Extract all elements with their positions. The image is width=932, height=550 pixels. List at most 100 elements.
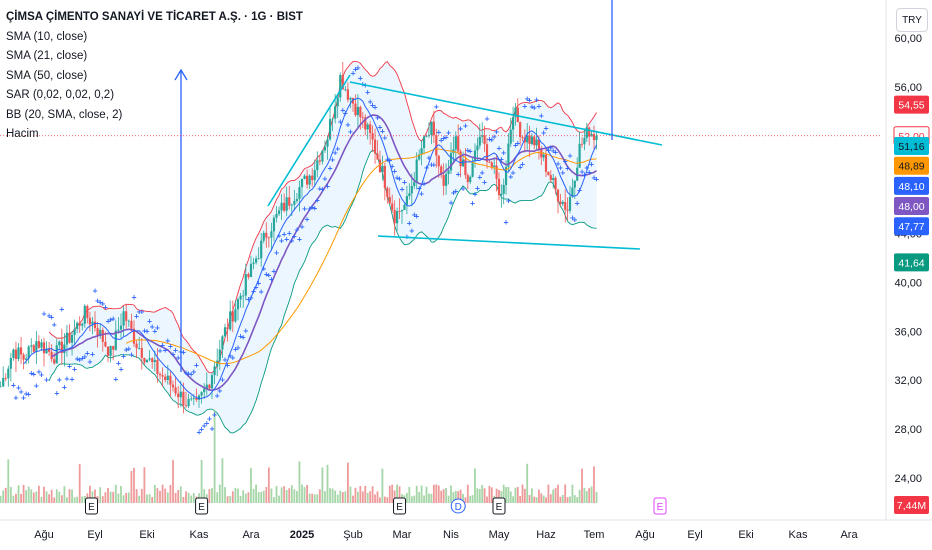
candle-body	[285, 197, 288, 211]
candle-body	[166, 375, 169, 381]
sar-point: +	[484, 115, 490, 123]
price-label-box	[894, 137, 929, 156]
volume-bar	[369, 491, 372, 503]
legend-sma21[interactable]: SMA (21, close)	[6, 50, 88, 62]
sar-point: +	[243, 327, 249, 335]
candle-body	[17, 347, 20, 360]
volume-bar	[213, 410, 216, 503]
legend-sma50[interactable]: SMA (50, close)	[6, 69, 88, 82]
volume-bar	[275, 486, 278, 503]
sar-point: +	[230, 354, 236, 362]
volume-bar	[533, 496, 536, 503]
sar-point: +	[586, 168, 592, 176]
legend-sma10[interactable]: SMA (10, close)	[6, 30, 88, 43]
candle-body	[512, 117, 515, 130]
candle-body	[88, 317, 91, 325]
price-label-text: 48,00	[898, 201, 924, 213]
volume-bar	[415, 485, 418, 503]
candle-body	[408, 193, 411, 197]
candle-body	[410, 186, 413, 194]
candle-body	[174, 387, 177, 394]
candle-body	[252, 262, 255, 264]
sar-point: +	[31, 371, 37, 379]
candle-body	[30, 345, 33, 347]
sar-point: +	[443, 134, 449, 142]
bb-lower-line	[48, 149, 597, 434]
candle-body	[341, 74, 344, 90]
candle-body	[275, 213, 278, 218]
candle-body	[528, 135, 531, 145]
volume-bar	[216, 492, 219, 503]
legend-sar[interactable]: SAR (0,02, 0,02, 0,2)	[6, 89, 115, 101]
sar-point: +	[186, 370, 192, 378]
candle-body	[351, 97, 355, 104]
time-tick-label: Haz	[536, 529, 556, 541]
volume-bar	[242, 490, 245, 503]
sar-point: +	[276, 232, 282, 240]
candle-body	[171, 384, 175, 388]
price-label-box	[894, 253, 929, 272]
volume-bar	[296, 491, 298, 503]
candle-body	[331, 118, 334, 120]
currency-button[interactable]: TRY	[896, 8, 928, 32]
candle-body	[502, 184, 505, 194]
volume-bar	[495, 488, 498, 503]
candle-body	[280, 202, 283, 211]
sar-point: +	[574, 199, 580, 207]
time-tick-label: Kas	[190, 529, 209, 541]
sar-point: +	[375, 114, 381, 122]
time-tick-label: Ağu	[34, 529, 54, 541]
candle-body	[143, 357, 146, 363]
volume-bar	[359, 485, 362, 503]
legend-bb[interactable]: BB (20, SMA, close, 2)	[6, 108, 123, 121]
candle-body	[542, 154, 545, 158]
volume-bar	[283, 486, 286, 503]
candle-body	[425, 135, 428, 137]
volume-bar	[528, 494, 531, 503]
sar-point: +	[56, 376, 62, 384]
candle-body	[2, 377, 5, 387]
volume-bar	[559, 496, 562, 503]
sar-point: +	[297, 236, 303, 244]
sar-point: +	[41, 310, 47, 318]
time-tick-label: Eyl	[87, 529, 102, 541]
sar-point: +	[281, 230, 287, 238]
volume-bar	[172, 460, 174, 503]
volume-bar	[398, 486, 401, 503]
candle-body	[197, 395, 201, 400]
volume-bar	[255, 484, 257, 503]
volume-bar	[63, 486, 66, 503]
sar-point: +	[572, 216, 578, 224]
sar-point: +	[531, 104, 537, 112]
sar-point: +	[191, 368, 197, 376]
volume-bar	[326, 464, 329, 503]
volume-bar	[334, 490, 337, 503]
volume-bar	[9, 486, 12, 503]
candle-body	[556, 189, 560, 202]
sar-point: +	[110, 315, 116, 323]
sar-point: +	[232, 346, 238, 354]
volume-bar	[452, 492, 455, 503]
candle-body	[262, 232, 265, 241]
sar-point: +	[460, 185, 466, 193]
sar-point: +	[217, 387, 223, 395]
moving-averages	[23, 97, 597, 399]
volume-bar	[237, 488, 239, 503]
drawings[interactable]	[0, 0, 880, 372]
candle-body	[91, 321, 94, 325]
candle-body	[323, 146, 327, 151]
legend-volume[interactable]: Hacim	[6, 128, 39, 140]
sar-point: +	[455, 171, 461, 179]
sar-point: +	[46, 312, 52, 320]
candle-body	[311, 175, 314, 181]
symbol-title[interactable]: ÇİMSA ÇİMENTO SANAYİ VE TİCARET A.Ş. · 1…	[6, 11, 303, 23]
time-axis[interactable]: Ağu Eyl Eki Kas Ara 2025 Şub Mar Nis May Haz Tem Ağu…	[0, 519, 932, 541]
event-label: E	[496, 502, 503, 513]
sar-point: +	[479, 169, 485, 177]
candle-body	[19, 347, 23, 355]
candle-body	[430, 121, 433, 135]
candle-body	[466, 175, 469, 183]
volume-bar	[341, 491, 344, 503]
